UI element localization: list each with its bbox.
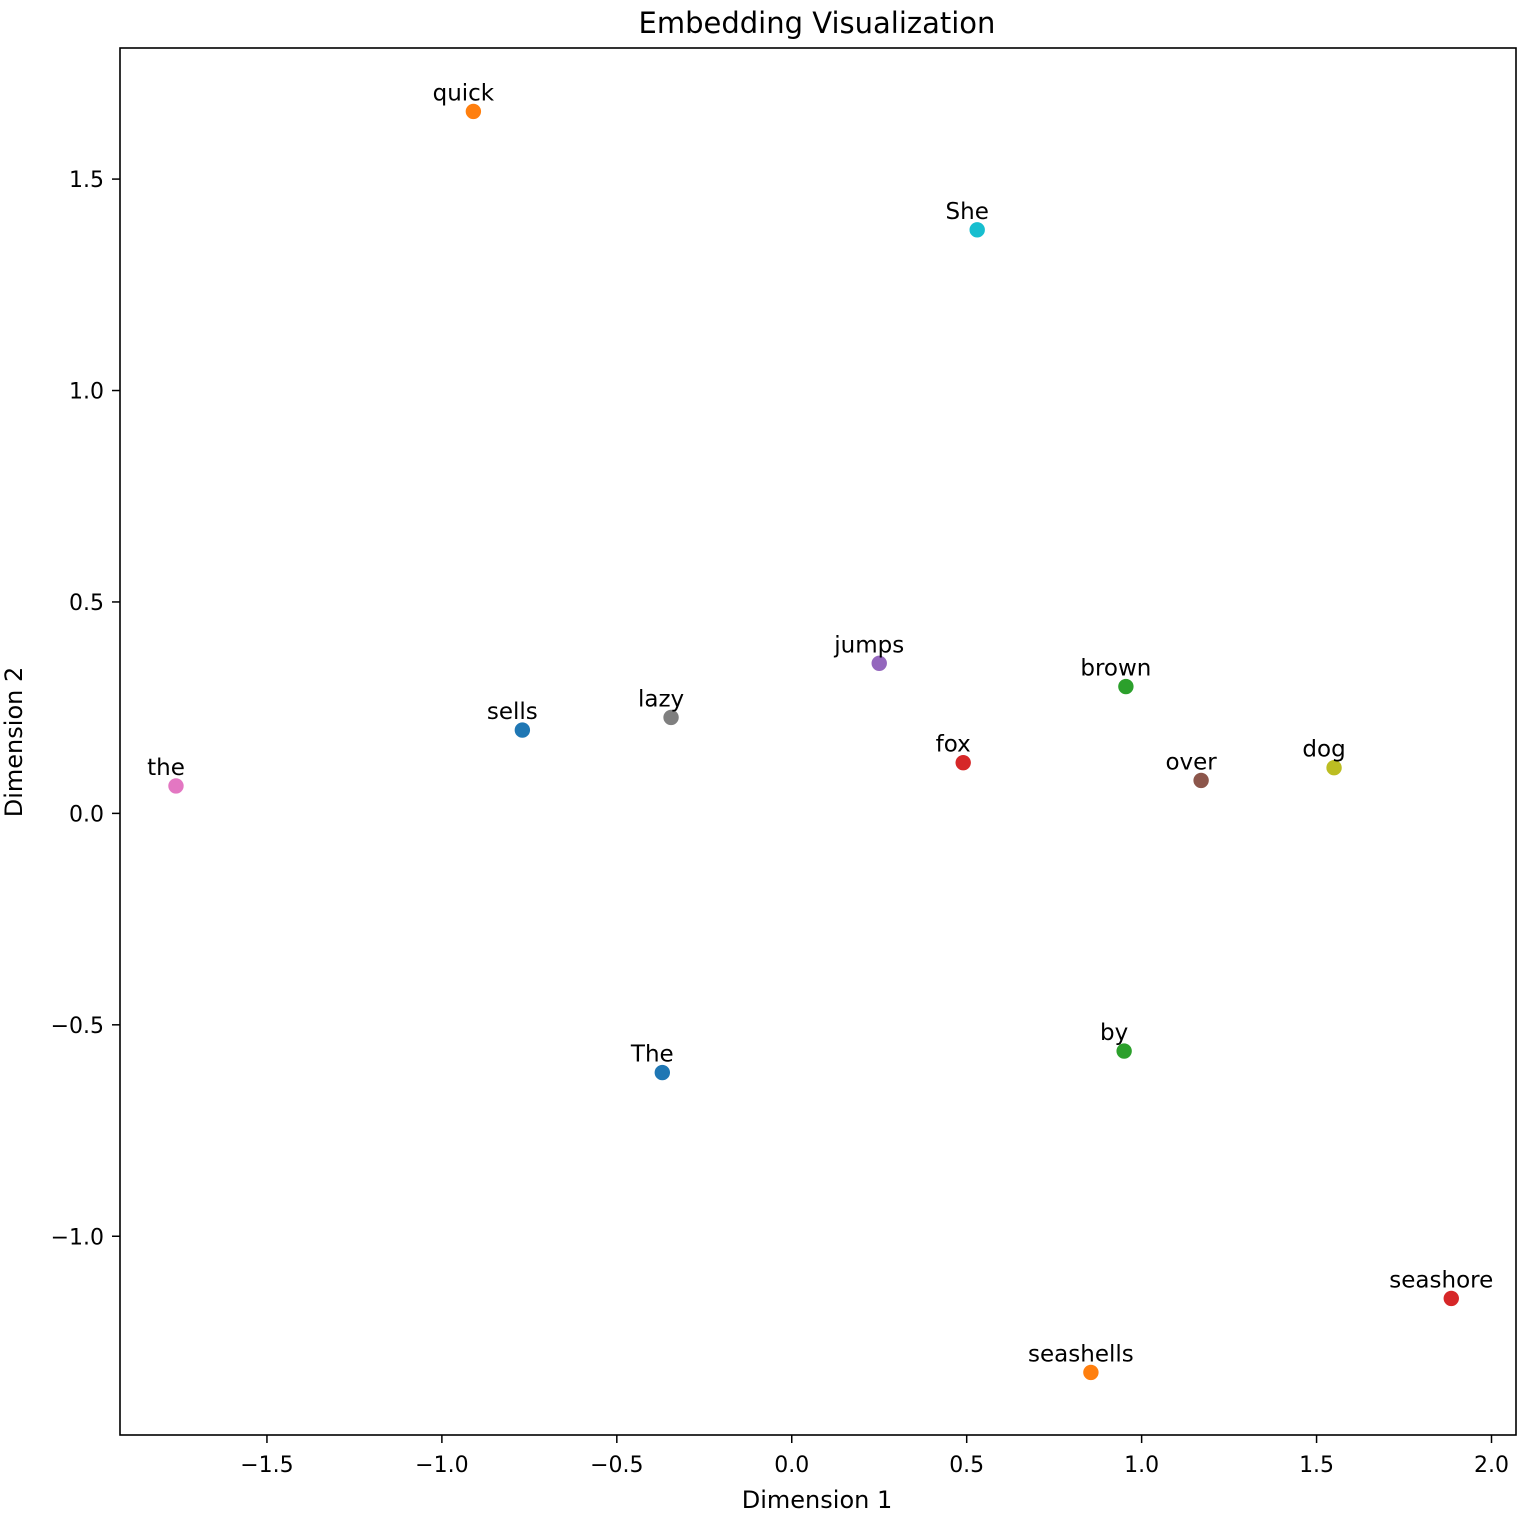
data-point-label: brown [1080, 656, 1151, 682]
x-tick-label: −1.0 [415, 1453, 468, 1478]
y-tick-label: −0.5 [51, 1014, 104, 1039]
data-point-by [1114, 1041, 1134, 1061]
data-point-the [653, 1063, 672, 1082]
y-tick-label: −1.0 [51, 1225, 104, 1250]
data-point-quick [464, 102, 483, 121]
data-point-seashells [1081, 1363, 1101, 1382]
data-point-over [1191, 771, 1211, 790]
x-tick-label: 0.5 [949, 1453, 984, 1478]
data-point-sells [513, 720, 532, 740]
plot-frame [119, 47, 1517, 1436]
x-tick-label: 2.0 [1474, 1453, 1509, 1478]
data-point-the [166, 776, 186, 796]
x-axis-label: Dimension 1 [742, 1486, 892, 1514]
data-point-label: fox [936, 732, 971, 758]
data-point-label: seashore [1389, 1267, 1493, 1293]
data-point-dog [1324, 758, 1344, 778]
chart-title: Embedding Visualization [639, 6, 996, 40]
data-point-label: sells [487, 699, 538, 725]
x-tick-label: −1.5 [240, 1453, 293, 1478]
x-tick-label: 0.0 [774, 1453, 809, 1478]
data-point-label: seashells [1028, 1341, 1134, 1367]
data-point-label: over [1165, 749, 1217, 775]
x-tick-label: 1.0 [1124, 1453, 1159, 1478]
plot-area: −1.5 −1.0 −0.5 0.0 0.5 1.0 1.5 2.0 −1.0 −0.5 0.0 0.… [51, 80, 1509, 1478]
data-point-jumps [869, 653, 889, 673]
data-point-label: jumps [833, 632, 904, 658]
data-point-seashore [1441, 1289, 1461, 1308]
x-tick-label: −0.5 [590, 1453, 643, 1478]
data-point-label: lazy [638, 686, 684, 712]
data-point-label: the [147, 755, 185, 781]
data-point-label: quick [433, 80, 495, 106]
data-point-label: She [946, 199, 989, 225]
y-tick-label: 0.0 [69, 802, 104, 827]
data-point-label: The [630, 1042, 674, 1068]
data-point-lazy [661, 708, 681, 727]
y-tick-label: 1.0 [69, 380, 104, 405]
data-point-label: by [1100, 1020, 1128, 1046]
data-point-fox [953, 753, 973, 772]
data-point-label: dog [1302, 737, 1345, 763]
x-tick-label: 1.5 [1299, 1453, 1334, 1478]
y-tick-label: 0.5 [69, 591, 104, 616]
y-tick-label: 1.5 [69, 168, 104, 193]
y-axis-label: Dimension 2 [0, 667, 28, 817]
data-point-she [967, 220, 987, 240]
data-point-brown [1116, 677, 1136, 696]
